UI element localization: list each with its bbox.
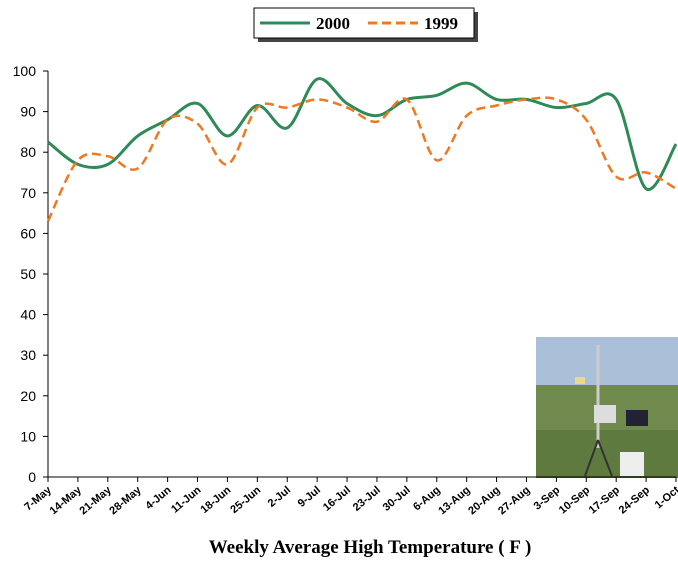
- x-tick-label: 20-Aug: [466, 484, 502, 517]
- x-tick-label: 30-Jul: [381, 484, 413, 514]
- series-line: [48, 79, 676, 190]
- series-line: [48, 98, 676, 222]
- y-tick-label: 30: [20, 347, 36, 363]
- x-tick-label: 9-Jul: [296, 484, 323, 510]
- x-tick-label: 10-Sep: [557, 484, 593, 517]
- y-tick-label: 70: [20, 185, 36, 201]
- x-tick-label: 28-May: [107, 484, 144, 518]
- y-tick-label: 20: [20, 388, 36, 404]
- legend-label: 2000: [316, 14, 350, 33]
- x-tick-label: 18-Jun: [198, 484, 233, 516]
- x-tick-label: 23-Jul: [351, 484, 383, 514]
- photo-solar: [626, 410, 648, 426]
- y-tick-label: 10: [20, 428, 36, 444]
- legend: 2000 1999: [254, 8, 478, 42]
- x-tick-label: 27-Aug: [496, 484, 532, 517]
- x-tick-label: 14-May: [48, 484, 85, 518]
- x-axis-title: Weekly Average High Temperature ( F ): [209, 537, 532, 558]
- x-tick-label: 2-Jul: [266, 484, 293, 510]
- y-tick-label: 80: [20, 144, 36, 160]
- y-tick-label: 60: [20, 225, 36, 241]
- y-tick-label: 50: [20, 266, 36, 282]
- x-tick-label: 16-Jul: [321, 484, 353, 514]
- chart: 2000 1999 Weekly Average High Temperature…: [0, 0, 678, 569]
- x-tick-label: 13-Aug: [436, 484, 472, 517]
- photo-cooler: [620, 452, 644, 476]
- photo-grass-front: [536, 430, 678, 478]
- inset-photo: [536, 337, 678, 478]
- x-tick-label: 1-Oct: [653, 484, 678, 511]
- x-tick-label: 17-Sep: [587, 484, 623, 517]
- y-tick-label: 90: [20, 104, 36, 120]
- x-tick-label: 11-Jun: [169, 484, 204, 516]
- x-tick-label: 21-May: [77, 484, 114, 518]
- x-tick-label: 25-Jun: [228, 484, 263, 516]
- photo-box: [594, 405, 616, 423]
- y-tick-label: 100: [13, 63, 37, 79]
- legend-label: 1999: [424, 14, 458, 33]
- x-tick-label: 24-Sep: [617, 484, 653, 517]
- photo-sensor: [575, 377, 585, 384]
- y-tick-label: 40: [20, 307, 36, 323]
- y-tick-label: 0: [28, 469, 36, 485]
